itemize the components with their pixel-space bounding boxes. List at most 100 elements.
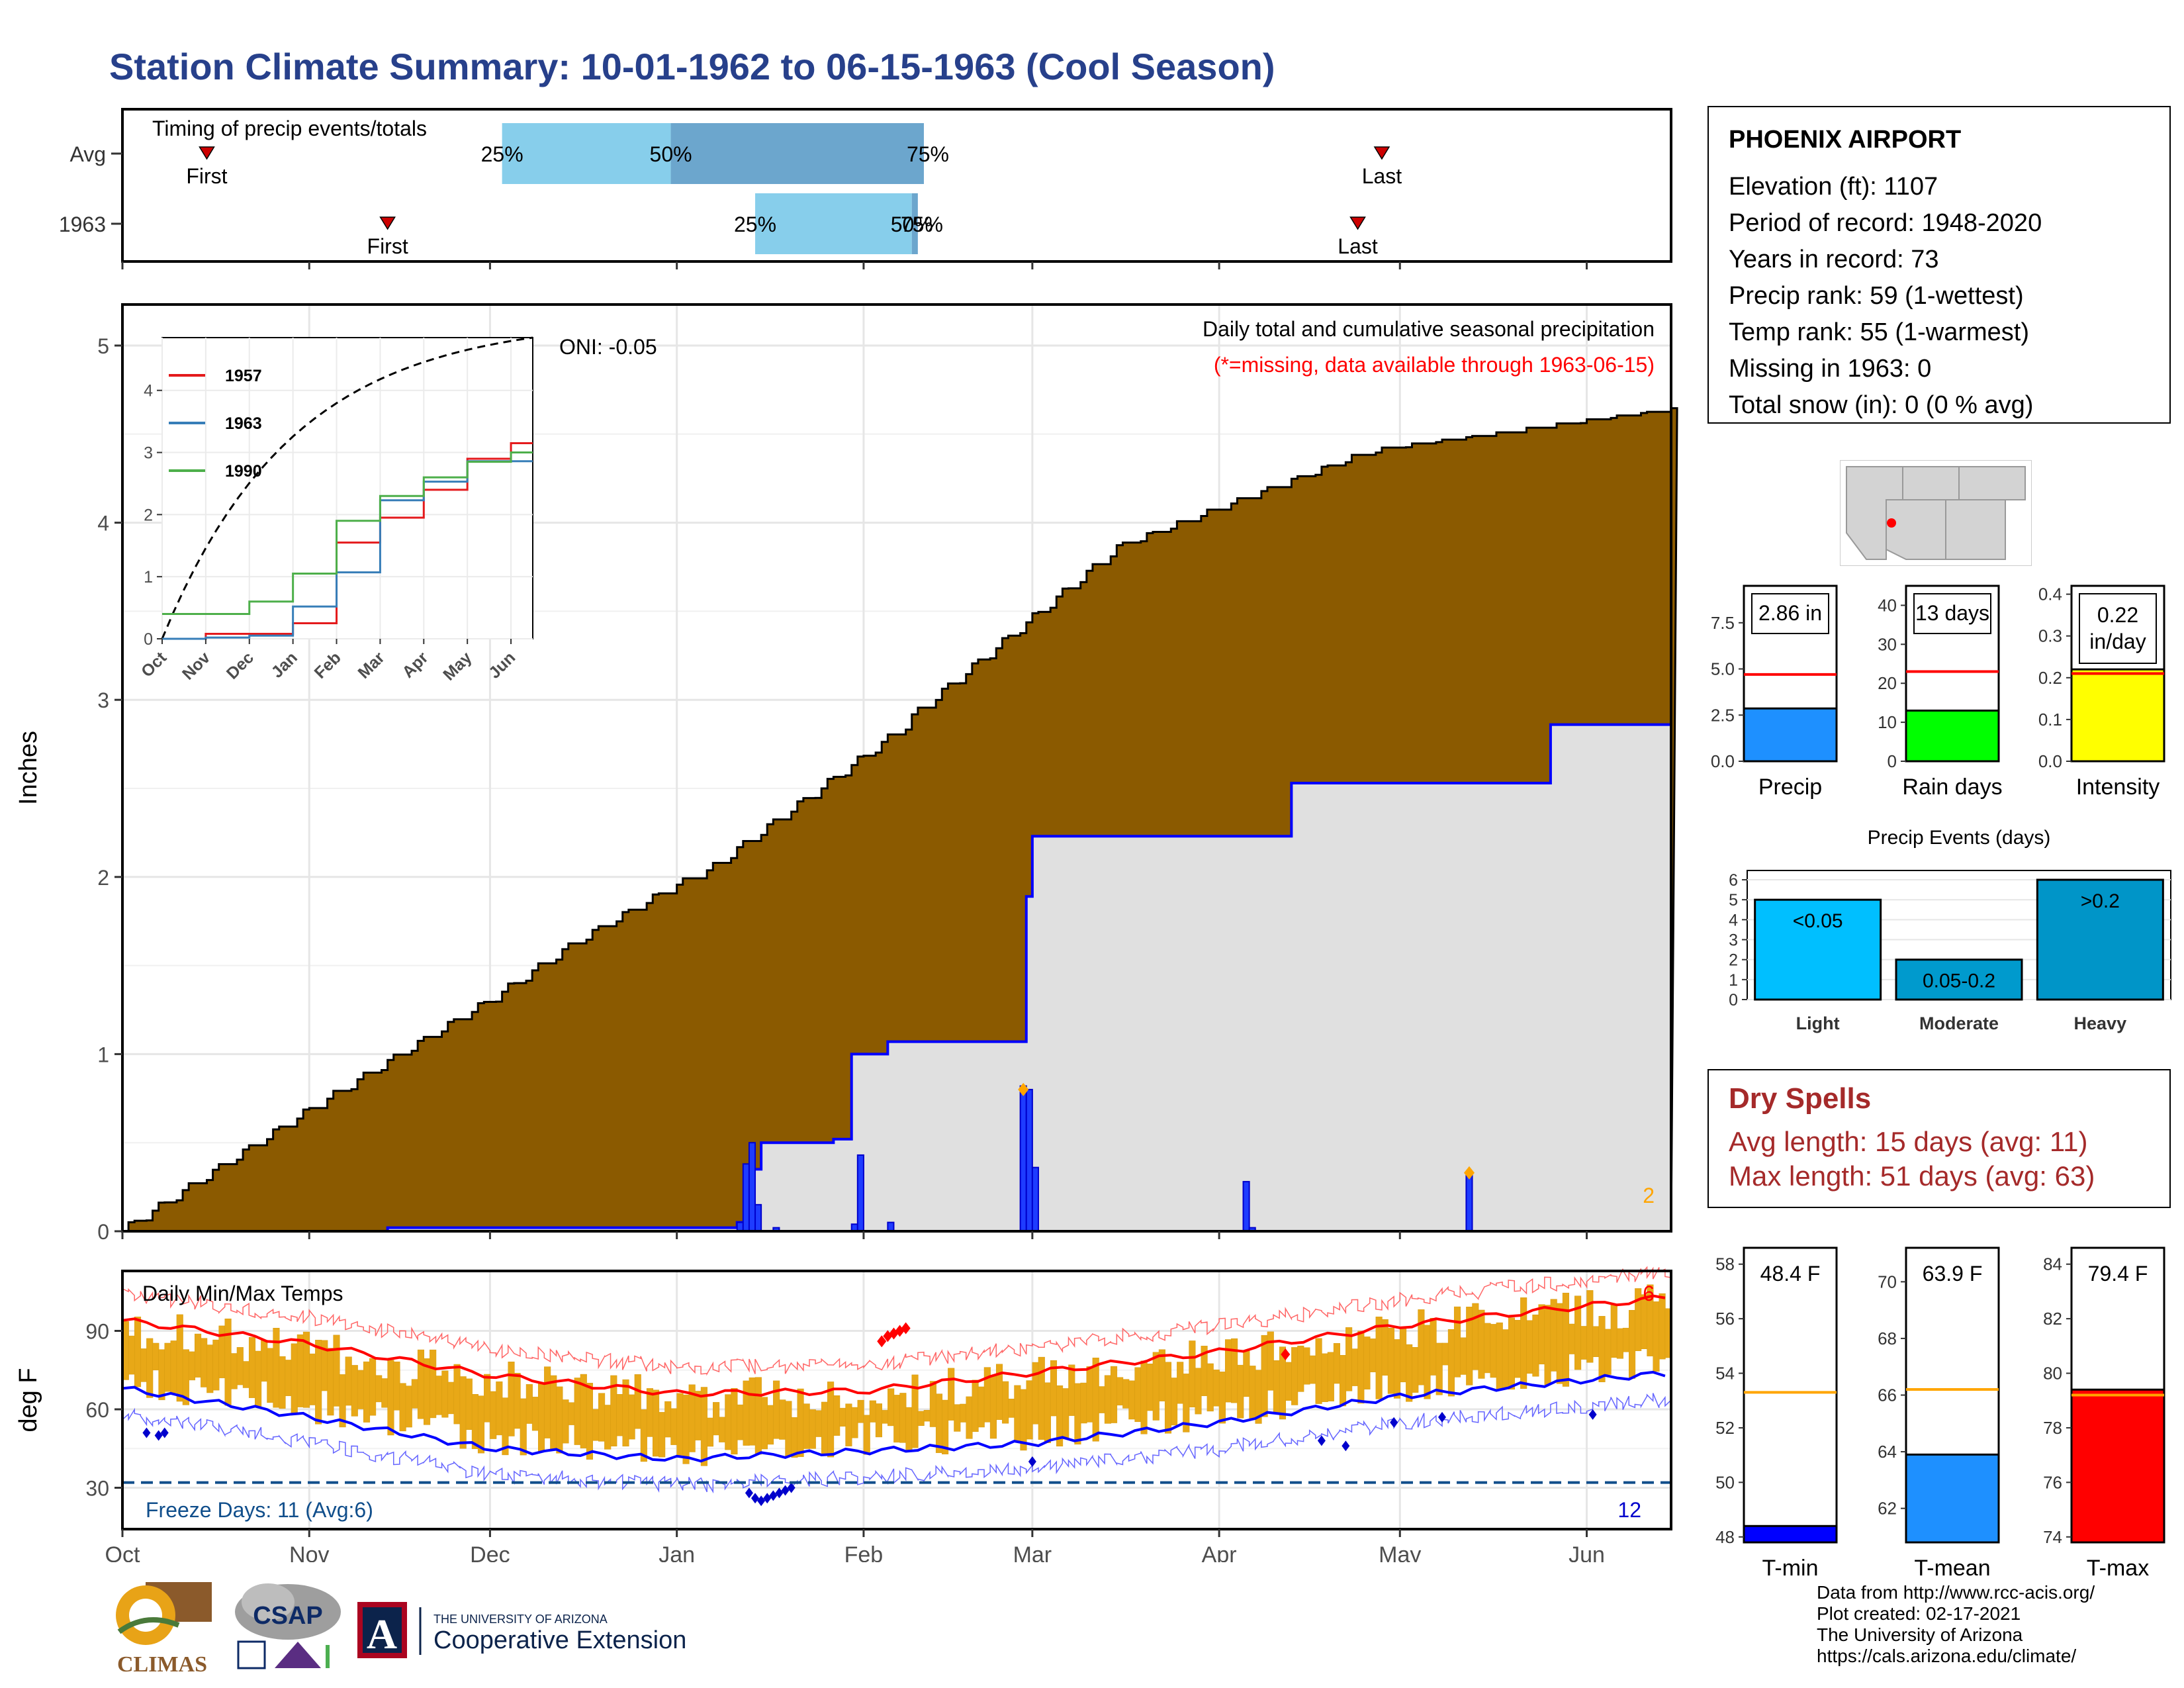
daily-temp-bar [1164, 1362, 1172, 1434]
precip-frame [121, 303, 1672, 1233]
timing-last-marker [1373, 146, 1390, 160]
heavy-event-marker [1463, 1166, 1475, 1180]
dry-spells-avg: Avg length: 15 days (avg: 11) [1729, 1126, 2088, 1157]
daily-temp-bar [706, 1417, 714, 1447]
summary-value-bar [1743, 1524, 1838, 1544]
station-snow: Total snow (in): 0 (0 % avg) [1729, 391, 2034, 419]
month-label: Jun [1569, 1542, 1605, 1562]
daily-temp-bar [1424, 1325, 1431, 1399]
daily-temp-bar [942, 1399, 949, 1454]
events-tick-label: 5 [1729, 891, 1738, 910]
daily-temp-bar [1472, 1303, 1479, 1370]
daily-temp-bar [754, 1377, 762, 1455]
daily-temp-bar [960, 1403, 967, 1423]
daily-temp-bar [1231, 1338, 1238, 1403]
station-period: Period of record: 1948-2020 [1729, 209, 2042, 237]
daily-temp-bar [417, 1349, 425, 1419]
daily-temp-bar [791, 1417, 798, 1458]
daily-temp-bar [1177, 1362, 1184, 1404]
daily-temp-bar [1460, 1337, 1467, 1375]
month-label: Dec [470, 1542, 510, 1562]
timing-last-label: Last [1362, 164, 1402, 188]
daily-temp-bar [899, 1393, 907, 1443]
daily-temp-bar [725, 1394, 732, 1450]
summary-tick-label: 10 [1878, 712, 1897, 732]
summary-value-text: 79.4 F [2088, 1262, 2148, 1286]
y-axis-title: deg F [15, 1368, 42, 1432]
summary-value-bar [1905, 1453, 2000, 1544]
summary-label: Precip [1758, 774, 1822, 800]
daily-temp-bar [1038, 1356, 1045, 1440]
summary-value-text: 63.9 F [1923, 1262, 1983, 1286]
station-marker [1887, 518, 1896, 528]
daily-temp-bar [550, 1375, 557, 1451]
events-category-label: Moderate [1919, 1013, 1999, 1033]
daily-temp-bar [490, 1391, 497, 1439]
daily-temp-bar [212, 1339, 220, 1391]
summary-value-box [1913, 593, 1991, 634]
daily-temp-bar [1291, 1347, 1298, 1405]
daily-temp-bar [586, 1383, 593, 1460]
events-tick-label: 0 [1729, 991, 1738, 1009]
summary-value-text: 0.22 in/day [2089, 603, 2146, 653]
oni-label: ONI: -0.05 [559, 335, 657, 359]
daily-precip-bar [887, 1221, 895, 1232]
daily-temp-bar [1345, 1327, 1353, 1391]
inset-avg-line [161, 336, 533, 639]
daily-temp-bar [1400, 1328, 1407, 1383]
summary-tick-label: 62 [1878, 1499, 1897, 1519]
summary-tick-label: 66 [1878, 1385, 1897, 1405]
daily-temp-bar [242, 1361, 250, 1388]
inset-legend-label: 1963 [225, 414, 262, 433]
daily-temp-bar [267, 1348, 274, 1403]
avg-min-line [122, 1370, 1666, 1463]
station-temp-rank: Temp rank: 55 (1-warmest) [1729, 318, 2030, 346]
daily-temp-bar [1502, 1329, 1509, 1389]
daily-temp-bar [1285, 1362, 1293, 1401]
daily-temp-bar [255, 1350, 262, 1407]
daily-precip-bar [742, 1163, 750, 1233]
summary-tick-label: 5.0 [1711, 659, 1735, 679]
summary-tick-label: 30 [1878, 634, 1897, 654]
credit-line: Data from http://www.rcc-acis.org/ [1817, 1582, 2095, 1603]
daily-temp-bar [1026, 1380, 1033, 1440]
temp-panel: Daily Min/Max Temps Freeze Days: 11 (Avg:… [15, 1266, 1672, 1562]
daily-temp-bar [1092, 1357, 1099, 1442]
daily-temp-bar [766, 1405, 774, 1445]
climas-logo-text: CLIMAS [117, 1652, 207, 1677]
daily-temp-bar [1514, 1320, 1522, 1378]
daily-temp-bar [568, 1402, 575, 1425]
daily-temp-bar [514, 1373, 521, 1429]
station-missing: Missing in 1963: 0 [1729, 355, 1932, 383]
daily-temp-bar [1435, 1342, 1443, 1395]
daily-temp-bar [1412, 1347, 1419, 1393]
daily-temp-bar [646, 1388, 653, 1437]
daily-temp-bar [248, 1336, 256, 1398]
daily-temp-bar [929, 1381, 936, 1427]
summary-tick-label: 70 [1878, 1272, 1897, 1291]
daily-temp-bar [1014, 1385, 1021, 1442]
daily-temp-bar [525, 1384, 533, 1424]
daily-temp-bar [465, 1378, 473, 1430]
daily-temp-bar [1243, 1350, 1250, 1397]
daily-precip-bar [736, 1221, 744, 1232]
daily-temp-bar [1604, 1329, 1612, 1375]
daily-temp-bar [188, 1351, 196, 1381]
summary-value-text: 48.4 F [1760, 1262, 1821, 1286]
timing-last-label: Last [1338, 234, 1378, 258]
daily-temp-bar [291, 1343, 298, 1415]
daily-temp-bar [845, 1403, 852, 1446]
daily-temp-bar [261, 1340, 268, 1382]
y-axis-title: Inches [15, 731, 42, 805]
daily-temp-bar [592, 1409, 600, 1441]
credit-line: Plot created: 02-17-2021 [1817, 1603, 2021, 1624]
daily-temp-bar [441, 1370, 449, 1418]
precip-panel: 0 1 2 3 4 5 Inches Daily total and cumulative s… [15, 303, 1678, 1244]
timing-first-marker [199, 146, 215, 160]
summary-tick-label: 84 [2043, 1254, 2062, 1274]
daily-temp-bar [1134, 1367, 1142, 1423]
daily-temp-bar [1490, 1324, 1497, 1378]
daily-temp-bar [1592, 1326, 1600, 1357]
daily-temp-bar [224, 1318, 232, 1406]
timing-title: Timing of precip events/totals [152, 117, 427, 140]
